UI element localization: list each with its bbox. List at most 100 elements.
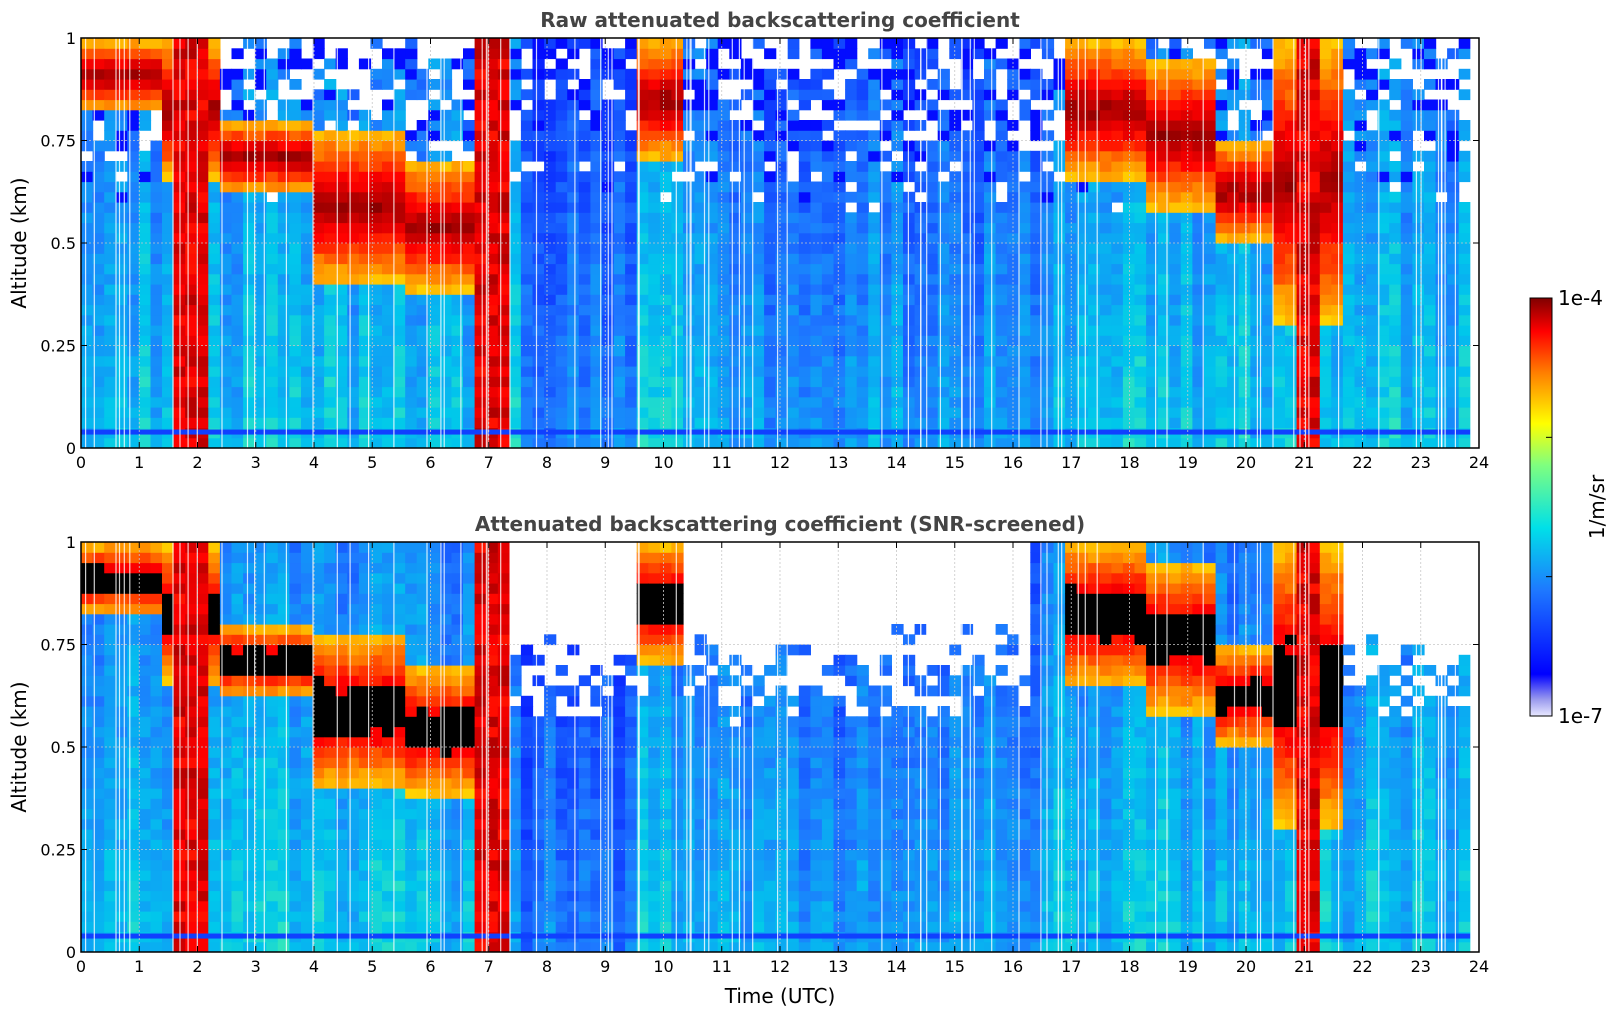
heatmap-cell <box>474 140 487 152</box>
heatmap-cell <box>1088 355 1101 367</box>
heatmap-cell <box>358 417 372 429</box>
heatmap-cell <box>729 335 742 347</box>
heatmap-cell <box>382 345 395 357</box>
heatmap-cell <box>92 284 105 295</box>
heatmap-cell <box>972 345 985 357</box>
heatmap-cell <box>683 99 696 111</box>
heatmap-cell <box>1007 376 1020 388</box>
heatmap-cell <box>729 345 742 357</box>
heatmap-cell <box>578 212 591 224</box>
heatmap-cell <box>740 130 754 142</box>
heatmap-cell <box>729 294 742 306</box>
heatmap-cell <box>1041 222 1055 234</box>
heatmap-cell <box>798 284 811 295</box>
heatmap-cell <box>868 335 881 347</box>
heatmap-cell <box>775 325 788 336</box>
heatmap-cell <box>590 212 603 224</box>
heatmap-cell <box>243 130 256 142</box>
heatmap-cell <box>1250 284 1263 295</box>
heatmap-cell <box>671 161 684 172</box>
heatmap-cell <box>903 38 916 49</box>
heatmap-cell <box>277 366 290 377</box>
heatmap-cell <box>115 736 128 748</box>
heatmap-cell <box>821 294 835 306</box>
heatmap-cell <box>162 263 175 275</box>
heatmap-cell <box>1458 396 1471 408</box>
heatmap-cell <box>590 386 603 398</box>
heatmap-cell <box>497 191 510 203</box>
heatmap-cell <box>1296 314 1309 326</box>
heatmap-cell <box>81 829 94 840</box>
heatmap-cell <box>1366 202 1379 213</box>
heatmap-cell <box>1099 335 1112 347</box>
heatmap-cell <box>1215 335 1228 347</box>
heatmap-cell <box>486 222 499 234</box>
heatmap-cell <box>104 788 117 799</box>
heatmap-cell <box>1412 38 1425 49</box>
heatmap-cell <box>335 89 348 101</box>
heatmap-cell <box>868 355 881 367</box>
heatmap-cell <box>1238 263 1251 275</box>
heatmap-cell <box>162 161 175 172</box>
heatmap-cell <box>1377 253 1390 265</box>
heatmap-cell <box>706 355 719 367</box>
heatmap-cell <box>127 818 140 830</box>
heatmap-cell <box>891 376 904 388</box>
heatmap-cell <box>845 294 858 306</box>
heatmap-cell <box>1331 304 1344 316</box>
heatmap-cell <box>706 48 719 60</box>
heatmap-cell <box>428 161 441 172</box>
heatmap-cell <box>683 304 696 316</box>
heatmap-cell <box>752 355 765 367</box>
heatmap-cell <box>1424 58 1437 70</box>
heatmap-cell <box>1134 171 1147 183</box>
heatmap-cell <box>1261 294 1275 306</box>
heatmap-cell <box>868 109 881 121</box>
heatmap-cell <box>1007 79 1020 90</box>
heatmap-cell <box>937 130 950 142</box>
heatmap-cell <box>775 366 788 377</box>
heatmap-cell <box>1308 89 1321 101</box>
heatmap-cell <box>740 68 754 80</box>
heatmap-cell <box>1366 243 1379 254</box>
heatmap-cell <box>1366 89 1379 101</box>
heatmap-cell <box>683 407 696 418</box>
heatmap-cell <box>1134 181 1147 193</box>
heatmap-cell <box>115 911 128 922</box>
heatmap-cell <box>231 345 244 357</box>
heatmap-cell <box>787 202 800 213</box>
heatmap-cell <box>1227 335 1240 347</box>
heatmap-cell <box>115 829 128 840</box>
heatmap-cell <box>451 171 464 183</box>
heatmap-cell <box>509 99 522 111</box>
heatmap-cell <box>451 191 464 203</box>
heatmap-cell <box>1261 181 1275 193</box>
heatmap-cell <box>1389 345 1402 357</box>
heatmap-cell <box>845 109 858 121</box>
heatmap-cell <box>845 386 858 398</box>
heatmap-cell <box>1366 386 1379 398</box>
heatmap-cell <box>138 736 152 748</box>
heatmap-cell <box>115 345 128 357</box>
heatmap-cell <box>1041 325 1055 336</box>
heatmap-cell <box>1215 314 1228 326</box>
heatmap-cell <box>613 68 626 80</box>
heatmap-cell <box>903 171 916 183</box>
heatmap-cell <box>613 48 626 60</box>
heatmap-cell <box>162 232 175 244</box>
heatmap-cell <box>613 171 626 183</box>
heatmap-cell <box>81 191 94 203</box>
heatmap-cell <box>382 181 395 193</box>
heatmap-cell <box>1018 437 1031 448</box>
heatmap-cell <box>428 181 441 193</box>
heatmap-cell <box>1041 48 1055 60</box>
heatmap-cell <box>1296 232 1309 244</box>
heatmap-cell <box>1134 263 1147 275</box>
y-tick-label: 1 <box>66 29 76 48</box>
heatmap-cell <box>520 366 534 377</box>
heatmap-cell <box>196 161 209 172</box>
heatmap-cell <box>532 202 545 213</box>
heatmap-cell <box>1157 253 1170 265</box>
heatmap-cell <box>428 376 441 388</box>
heatmap-cell <box>162 243 175 254</box>
